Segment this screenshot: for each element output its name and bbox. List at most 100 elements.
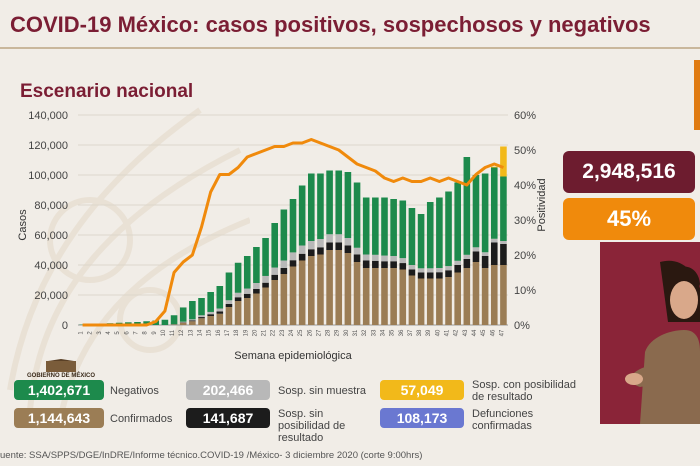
- x-tick-label: 3: [97, 331, 103, 335]
- bar-segment: [271, 280, 278, 325]
- bar-segment: [262, 282, 269, 288]
- bar-segment: [216, 311, 224, 314]
- legend-confirmados-value: 1,144,643: [14, 408, 104, 428]
- bar-segment: [372, 268, 379, 325]
- legend-con-posibilidad-value: 57,049: [380, 380, 464, 400]
- y-tick-label: 20,000: [34, 290, 68, 302]
- y2-tick-label: 50%: [514, 145, 536, 157]
- bar-segment: [454, 182, 461, 261]
- bar-segment: [289, 199, 297, 253]
- bar-segment: [262, 238, 269, 276]
- bar-segment: [481, 252, 489, 256]
- bar-segment: [207, 316, 214, 325]
- y-tick-label: 140,000: [28, 110, 68, 122]
- x-tick-label: 10: [161, 329, 167, 336]
- x-tick-label: 33: [371, 329, 377, 336]
- bar-segment: [308, 256, 315, 325]
- x-tick-label: 42: [454, 329, 460, 336]
- x-tick-label: 22: [271, 329, 277, 336]
- x-tick-label: 19: [243, 329, 249, 336]
- total-tests-kpi: 2,948,516: [563, 151, 695, 193]
- bar-segment: [463, 259, 471, 268]
- bar-segment: [344, 245, 352, 253]
- bar-segment: [308, 241, 315, 250]
- x-tick-label: 47: [499, 329, 505, 336]
- legend-negativos-label: Negativos: [110, 385, 159, 397]
- bar-segment: [490, 265, 498, 325]
- bar-segment: [426, 202, 434, 269]
- bar-segment: [463, 268, 471, 325]
- bar-segment: [298, 253, 306, 261]
- bar-segment: [253, 293, 260, 325]
- bar-segment: [280, 268, 288, 274]
- bar-segment: [198, 317, 205, 319]
- x-tick-label: 35: [390, 329, 396, 336]
- x-tick-label: 31: [353, 329, 359, 336]
- bar-segment: [399, 200, 407, 259]
- bar-segment: [472, 251, 480, 262]
- bar-segment: [426, 268, 434, 273]
- x-tick-label: 7: [133, 331, 139, 335]
- y2-tick-label: 20%: [514, 250, 536, 262]
- bar-segment: [472, 247, 480, 252]
- x-tick-label: 15: [207, 329, 213, 336]
- header: COVID-19 México: casos positivos, sospec…: [0, 0, 700, 46]
- x-tick-label: 9: [152, 331, 158, 335]
- x-tick-label: 1: [79, 331, 85, 335]
- title-divider: [0, 47, 700, 49]
- bar-segment: [372, 197, 379, 255]
- x-tick-label: 44: [472, 329, 478, 336]
- bar-segment: [353, 182, 361, 248]
- bar-segment: [271, 223, 278, 268]
- bar-segment: [207, 292, 214, 312]
- y-tick-label: 120,000: [28, 140, 68, 152]
- bar-segment: [207, 314, 214, 316]
- bar-segment: [207, 311, 214, 315]
- bar-segment: [216, 286, 224, 309]
- bar-segment: [353, 247, 361, 255]
- x-tick-label: 41: [445, 329, 451, 336]
- bar-segment: [344, 253, 352, 325]
- bar-segment: [326, 234, 333, 243]
- x-tick-label: 16: [216, 329, 222, 336]
- bar-segment: [490, 238, 498, 243]
- x-tick-label: 13: [188, 329, 194, 336]
- bar-segment: [426, 272, 434, 279]
- bar-segment: [225, 272, 233, 301]
- bar-segment: [225, 300, 233, 304]
- x-tick-label: 38: [417, 329, 423, 336]
- bar-segment: [381, 261, 388, 268]
- bar-segment: [353, 262, 361, 325]
- bar-segment: [390, 256, 397, 262]
- government-logo: GOBIERNO DE MÉXICO: [18, 359, 104, 383]
- bar-segment: [436, 197, 443, 268]
- x-tick-label: 2: [88, 331, 94, 335]
- x-tick-label: 6: [124, 331, 130, 335]
- bar-segment: [198, 315, 205, 318]
- y-tick-label: 100,000: [28, 170, 68, 182]
- x-tick-label: 46: [490, 329, 496, 336]
- legend-confirmados-label: Confirmados: [110, 413, 173, 425]
- bar-segment: [362, 268, 370, 325]
- x-tick-label: 11: [170, 329, 176, 336]
- bar-segment: [253, 289, 260, 294]
- x-tick-label: 20: [252, 329, 258, 336]
- bar-segment: [417, 214, 425, 269]
- bar-segment: [436, 272, 443, 279]
- bar-segment: [234, 262, 242, 293]
- bar-segment: [317, 254, 324, 325]
- bar-segment: [490, 167, 498, 239]
- page-title: COVID-19 México: casos positivos, sospec…: [10, 12, 651, 37]
- bar-segment: [399, 269, 407, 325]
- y2-axis-label: Positividad: [536, 178, 548, 231]
- bar-segment: [271, 274, 278, 280]
- positivity-line: [82, 138, 504, 327]
- bar-segment: [225, 307, 233, 325]
- bar-segment: [143, 321, 150, 325]
- bar-segment: [436, 268, 443, 273]
- x-tick-label: 32: [362, 329, 368, 336]
- bar-segment: [481, 268, 489, 325]
- x-tick-label: 4: [106, 331, 112, 335]
- chart-subtitle: Escenario nacional: [20, 81, 194, 102]
- bar-segment: [408, 265, 416, 270]
